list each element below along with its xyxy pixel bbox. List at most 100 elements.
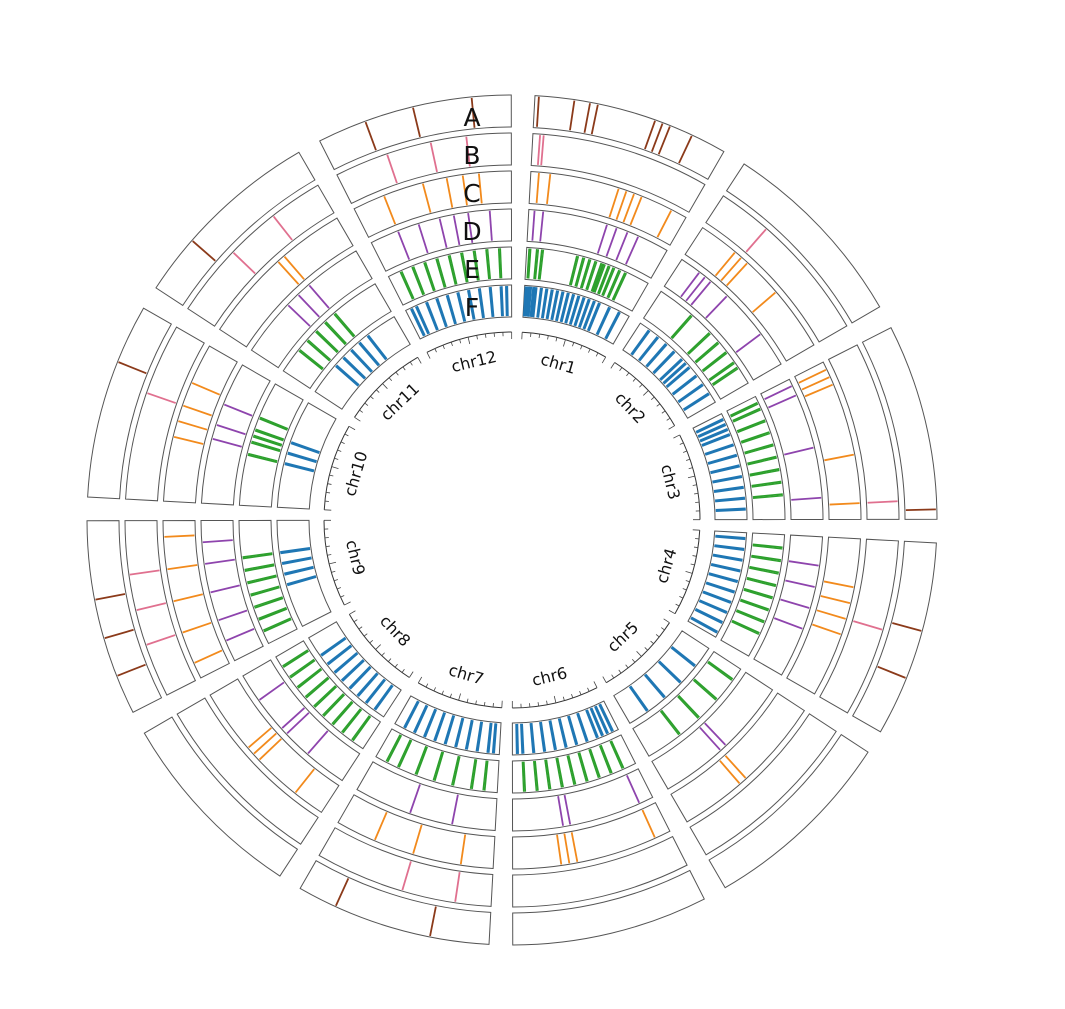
track-ring-B xyxy=(187,184,335,327)
mark-F xyxy=(334,652,359,674)
ideogram-tick xyxy=(537,702,540,707)
ideogram-tick xyxy=(358,626,363,630)
mark-C xyxy=(412,824,423,854)
ideogram-tick xyxy=(475,700,477,705)
mark-F xyxy=(666,367,691,389)
ideogram-tick xyxy=(370,396,374,400)
mark-F xyxy=(287,451,317,462)
mark-D xyxy=(784,446,814,456)
track-ring-E xyxy=(511,734,637,794)
mark-E xyxy=(250,585,280,596)
mark-C xyxy=(164,534,195,538)
mark-F xyxy=(515,723,518,754)
mark-F xyxy=(434,712,447,742)
mark-E xyxy=(707,660,734,680)
mark-E xyxy=(585,260,597,290)
mark-F xyxy=(529,286,535,317)
mark-E xyxy=(701,351,727,372)
ideogram-tick xyxy=(417,357,422,364)
mark-F xyxy=(492,723,498,754)
mark-E xyxy=(334,312,356,337)
mark-F xyxy=(702,590,732,604)
mark-F xyxy=(529,723,534,754)
mark-E xyxy=(687,333,711,355)
mark-A xyxy=(335,878,350,907)
track-letter-C: C xyxy=(463,179,480,208)
mark-C xyxy=(383,195,397,225)
mark-F xyxy=(705,582,735,594)
mark-A xyxy=(650,123,664,152)
track-ring-B xyxy=(318,827,494,907)
ideogram-tick xyxy=(632,378,636,382)
track-ring-E xyxy=(726,395,786,521)
track-ring-C xyxy=(794,361,862,520)
ideogram-tick xyxy=(602,676,607,683)
mark-F xyxy=(678,384,704,404)
mark-E xyxy=(751,554,782,561)
ideogram-tick xyxy=(562,696,565,701)
mark-E xyxy=(242,552,273,558)
mark-F xyxy=(542,288,549,319)
mark-C xyxy=(182,621,212,634)
track-ring-E xyxy=(387,246,513,306)
mark-F xyxy=(567,715,579,746)
ideogram-tick xyxy=(593,681,598,688)
mark-F xyxy=(374,684,394,711)
mark-F xyxy=(701,433,731,447)
mark-F xyxy=(630,329,650,356)
mark-E xyxy=(589,748,601,778)
mark-F xyxy=(589,708,603,737)
mark-E xyxy=(250,586,280,597)
mark-A xyxy=(590,104,599,135)
mark-E xyxy=(263,618,292,633)
track-ring-D xyxy=(760,378,824,521)
track-ring-B xyxy=(512,835,688,908)
track-ring-F xyxy=(276,402,337,510)
mark-D xyxy=(704,722,727,746)
mark-F xyxy=(671,374,697,395)
sector-chr3 xyxy=(692,327,938,521)
mark-F xyxy=(586,302,601,332)
mark-E xyxy=(660,709,681,735)
mark-F xyxy=(694,609,723,624)
mark-B xyxy=(147,392,177,404)
mark-F xyxy=(707,453,738,465)
mark-E xyxy=(749,469,780,477)
mark-D xyxy=(625,236,639,265)
mark-E xyxy=(325,321,347,345)
mark-F xyxy=(577,298,590,328)
mark-B xyxy=(853,620,883,631)
mark-E xyxy=(694,341,719,363)
mark-D xyxy=(605,227,618,257)
mark-E xyxy=(436,258,447,288)
ideogram-tick xyxy=(363,633,368,637)
mark-E xyxy=(752,543,783,549)
mark-C xyxy=(183,404,212,417)
mark-F xyxy=(660,359,684,381)
mark-F xyxy=(715,536,746,541)
mark-E xyxy=(474,250,480,281)
mark-E xyxy=(533,249,538,280)
mark-C xyxy=(253,732,277,755)
mark-F xyxy=(464,719,473,750)
mark-F xyxy=(280,547,310,553)
ideogram-tick xyxy=(675,603,680,607)
mark-F xyxy=(699,599,728,614)
mark-F xyxy=(425,301,439,331)
mark-D xyxy=(258,681,285,701)
mark-F xyxy=(476,721,484,752)
mark-F xyxy=(677,383,704,403)
mark-F xyxy=(629,685,649,712)
mark-E xyxy=(322,693,344,716)
ideogram-tick xyxy=(401,669,405,673)
track-ring-E xyxy=(282,283,392,390)
mark-F xyxy=(343,356,367,379)
mark-F xyxy=(712,555,743,562)
mark-C xyxy=(726,262,748,287)
mark-F xyxy=(690,617,718,634)
mark-F xyxy=(286,575,316,585)
chromosome-label: chr8 xyxy=(376,611,414,650)
mark-E xyxy=(398,739,413,768)
mark-F xyxy=(286,575,317,587)
mark-F xyxy=(662,362,687,384)
